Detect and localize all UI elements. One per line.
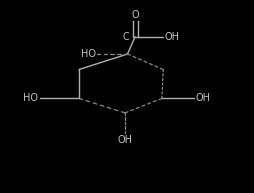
Text: O: O	[131, 10, 138, 20]
Text: OH: OH	[117, 135, 132, 145]
Text: HO: HO	[23, 93, 38, 103]
Text: HO: HO	[80, 49, 95, 59]
Text: C: C	[122, 32, 128, 42]
Text: OH: OH	[164, 32, 179, 42]
Text: OH: OH	[194, 93, 209, 103]
